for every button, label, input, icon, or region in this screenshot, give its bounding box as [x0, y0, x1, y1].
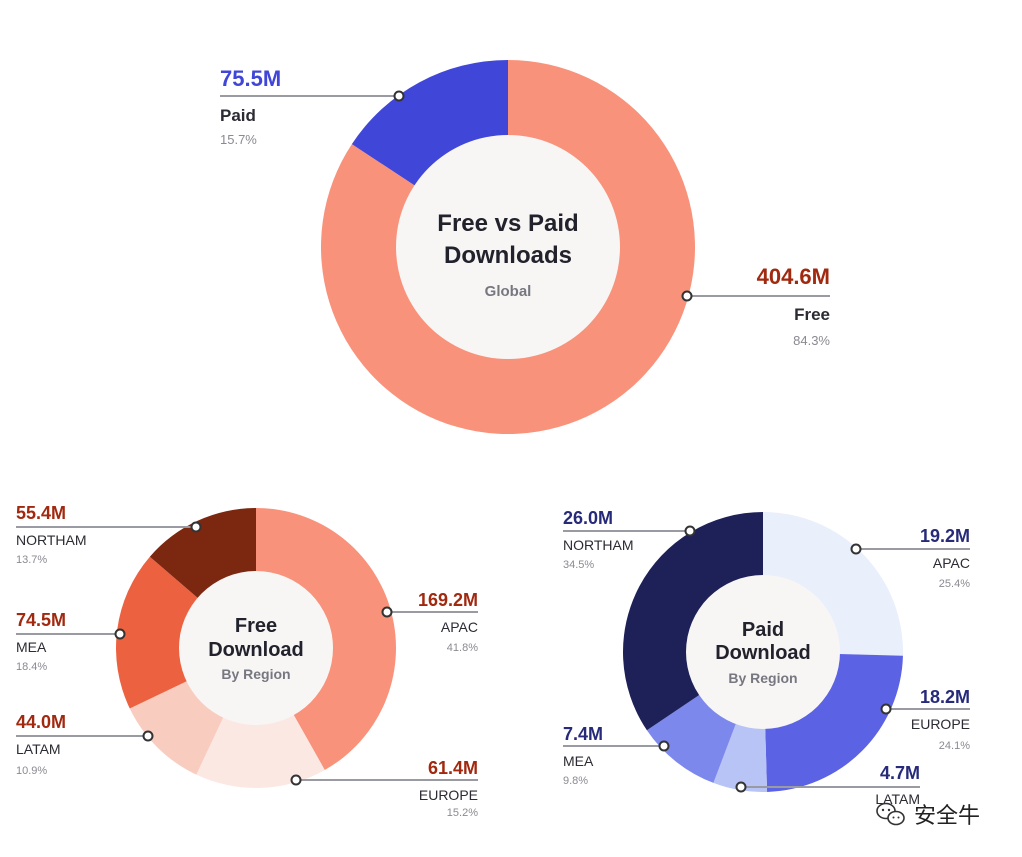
donut-center — [179, 571, 333, 725]
wechat-icon — [876, 802, 905, 826]
category-label-northam: NORTHAM — [563, 537, 634, 553]
chart-title-line: Download — [208, 639, 304, 661]
percent-label-free: 84.3% — [793, 333, 830, 348]
category-label-paid: Paid — [220, 106, 256, 125]
category-label-northam: NORTHAM — [16, 532, 87, 548]
leader-dot-apac — [850, 543, 862, 555]
slice-europe — [765, 654, 903, 792]
value-label-europe: 61.4M — [428, 758, 478, 778]
category-label-latam: LATAM — [16, 741, 61, 757]
chart-title-line: Downloads — [444, 242, 572, 269]
value-label-apac: 169.2M — [418, 590, 478, 610]
watermark-text: 安全牛 — [914, 803, 980, 828]
slice-latam — [713, 723, 768, 792]
leader-dot-apac — [381, 606, 393, 618]
slice-paid — [351, 60, 508, 186]
leader-dot-paid — [393, 90, 405, 102]
percent-label-apac: 41.8% — [447, 642, 478, 654]
percent-label-europe: 15.2% — [447, 807, 478, 819]
slice-free — [320, 60, 695, 434]
chart-title-line: Paid — [742, 619, 784, 641]
chart-subtitle: Global — [485, 283, 532, 300]
leader-dot-mea — [114, 628, 126, 640]
slice-europe — [196, 714, 325, 789]
chart-subtitle: By Region — [728, 670, 797, 686]
value-label-mea: 7.4M — [563, 724, 603, 744]
leader-dot-northam — [684, 525, 696, 537]
value-label-mea: 74.5M — [16, 610, 66, 630]
chart-title-line: Free vs Paid — [437, 210, 578, 237]
free-vs-paid-donut: Free vs Paid Downloads Global 404.6M Free 84.… — [220, 60, 830, 434]
slice-apac — [763, 512, 903, 656]
leader-dot-northam — [190, 521, 202, 533]
percent-label-paid: 15.7% — [220, 132, 257, 147]
slice-latam — [129, 680, 224, 775]
category-label-mea: MEA — [16, 639, 47, 655]
category-label-apac: APAC — [933, 555, 970, 571]
chart-subtitle: By Region — [221, 666, 290, 682]
leader-dot-latam — [142, 730, 154, 742]
slice-apac — [256, 508, 396, 770]
category-label-europe: EUROPE — [911, 716, 970, 732]
percent-label-northam: 13.7% — [16, 554, 47, 566]
watermark: 安全牛 — [876, 802, 980, 828]
value-label-latam: 4.7M — [880, 763, 920, 783]
leader-dot-latam — [735, 781, 747, 793]
value-label-paid: 75.5M — [220, 66, 281, 91]
category-label-apac: APAC — [441, 619, 478, 635]
slice-mea — [116, 556, 199, 709]
leader-dot-europe — [290, 774, 302, 786]
donut-center — [686, 575, 840, 729]
percent-label-mea: 18.4% — [16, 661, 47, 673]
leader-dot-mea — [658, 740, 670, 752]
percent-label-northam: 34.5% — [563, 559, 594, 571]
value-label-free: 404.6M — [757, 264, 830, 289]
value-label-apac: 19.2M — [920, 526, 970, 546]
value-label-latam: 44.0M — [16, 712, 66, 732]
percent-label-apac: 25.4% — [939, 578, 970, 590]
value-label-northam: 26.0M — [563, 508, 613, 528]
percent-label-europe: 24.1% — [939, 740, 970, 752]
leader-dot-free — [681, 290, 693, 302]
donut-center — [396, 135, 620, 359]
percent-label-mea: 9.8% — [563, 775, 588, 787]
category-label-mea: MEA — [563, 753, 594, 769]
percent-label-latam: 10.9% — [16, 765, 47, 777]
slice-mea — [646, 694, 737, 783]
leader-dot-europe — [880, 703, 892, 715]
value-label-europe: 18.2M — [920, 687, 970, 707]
value-label-northam: 55.4M — [16, 503, 66, 523]
chart-title-line: Free — [235, 615, 277, 637]
category-label-europe: EUROPE — [419, 787, 478, 803]
chart-title-line: Download — [715, 642, 811, 664]
category-label-free: Free — [794, 305, 830, 324]
